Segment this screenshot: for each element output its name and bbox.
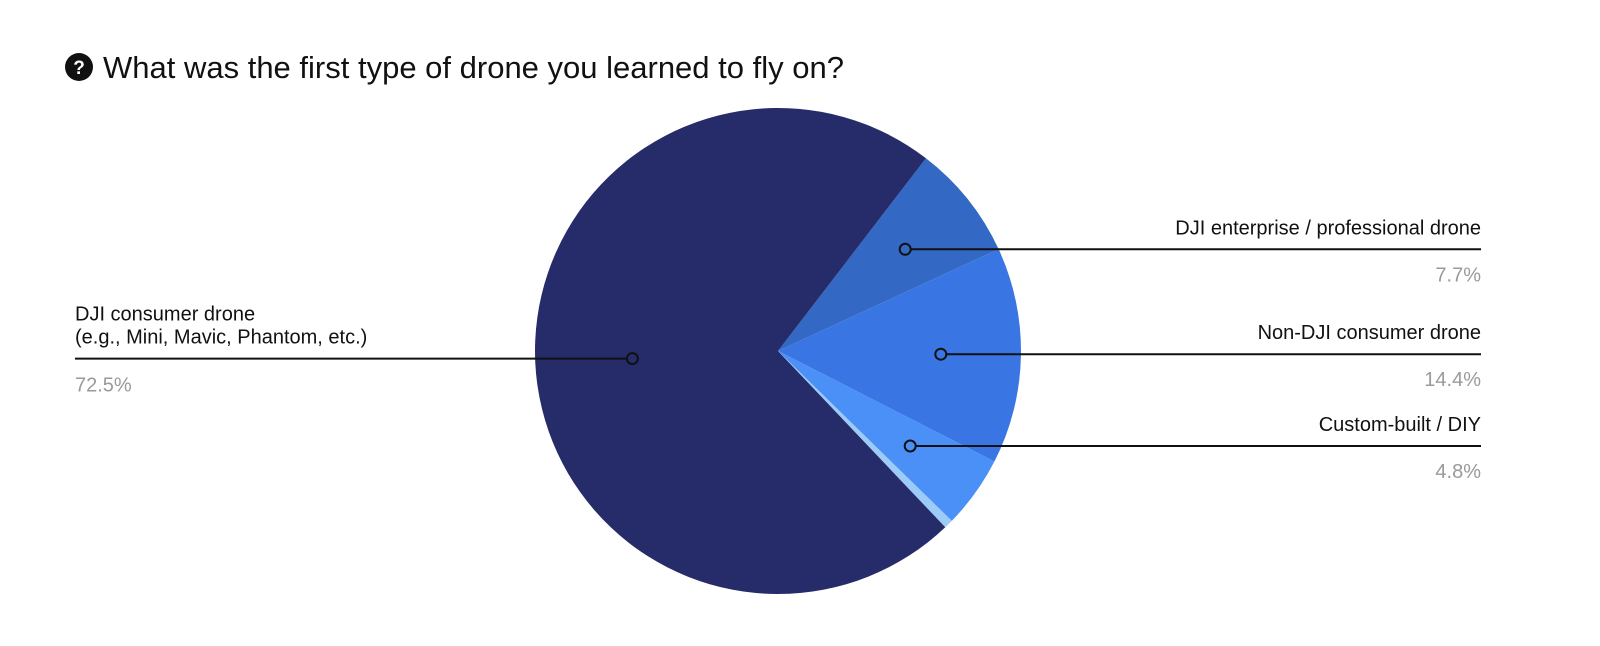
callout-dji-consumer-drone: DJI consumer drone(e.g., Mini, Mavic, Ph… (75, 304, 639, 397)
slice-value-label: 7.7% (1435, 264, 1481, 286)
question-circle-icon (65, 53, 93, 81)
callout-non-dji-consumer-drone: Non-DJI consumer drone 14.4% (934, 322, 1481, 391)
pie-slices (534, 108, 1022, 595)
callout-custom-built-diy: Custom-built / DIY 4.8% (903, 414, 1481, 483)
slice-label: Custom-built / DIY (1319, 414, 1481, 436)
callout-dji-enterprise-professional-drone: DJI enterprise / professional drone 7.7% (898, 217, 1481, 286)
pie-slice-dji-enterprise-professional-drone (778, 158, 999, 351)
pie-slice-unlabeled-3 (778, 351, 952, 528)
slice-value-label: 4.8% (1435, 461, 1481, 483)
pie-callouts: DJI enterprise / professional drone 7.7% N… (75, 217, 1481, 483)
question-header: ? What was the first type of drone you l… (65, 50, 844, 85)
question-mark-glyph: ? (73, 58, 85, 79)
slice-label: DJI consumer drone (75, 304, 255, 326)
pie-slice-dji-consumer-drone (534, 108, 946, 595)
pie-slice-custom-built-diy (778, 351, 995, 521)
slice-value-label: 14.4% (1424, 369, 1481, 391)
slice-label: Non-DJI consumer drone (1258, 322, 1481, 344)
slice-label: DJI enterprise / professional drone (1175, 217, 1481, 239)
slice-label: (e.g., Mini, Mavic, Phantom, etc.) (75, 327, 367, 349)
pie-slice-non-dji-consumer-drone (778, 249, 1022, 462)
chart-title: What was the first type of drone you lea… (103, 50, 844, 85)
slice-value-label: 72.5% (75, 375, 132, 397)
